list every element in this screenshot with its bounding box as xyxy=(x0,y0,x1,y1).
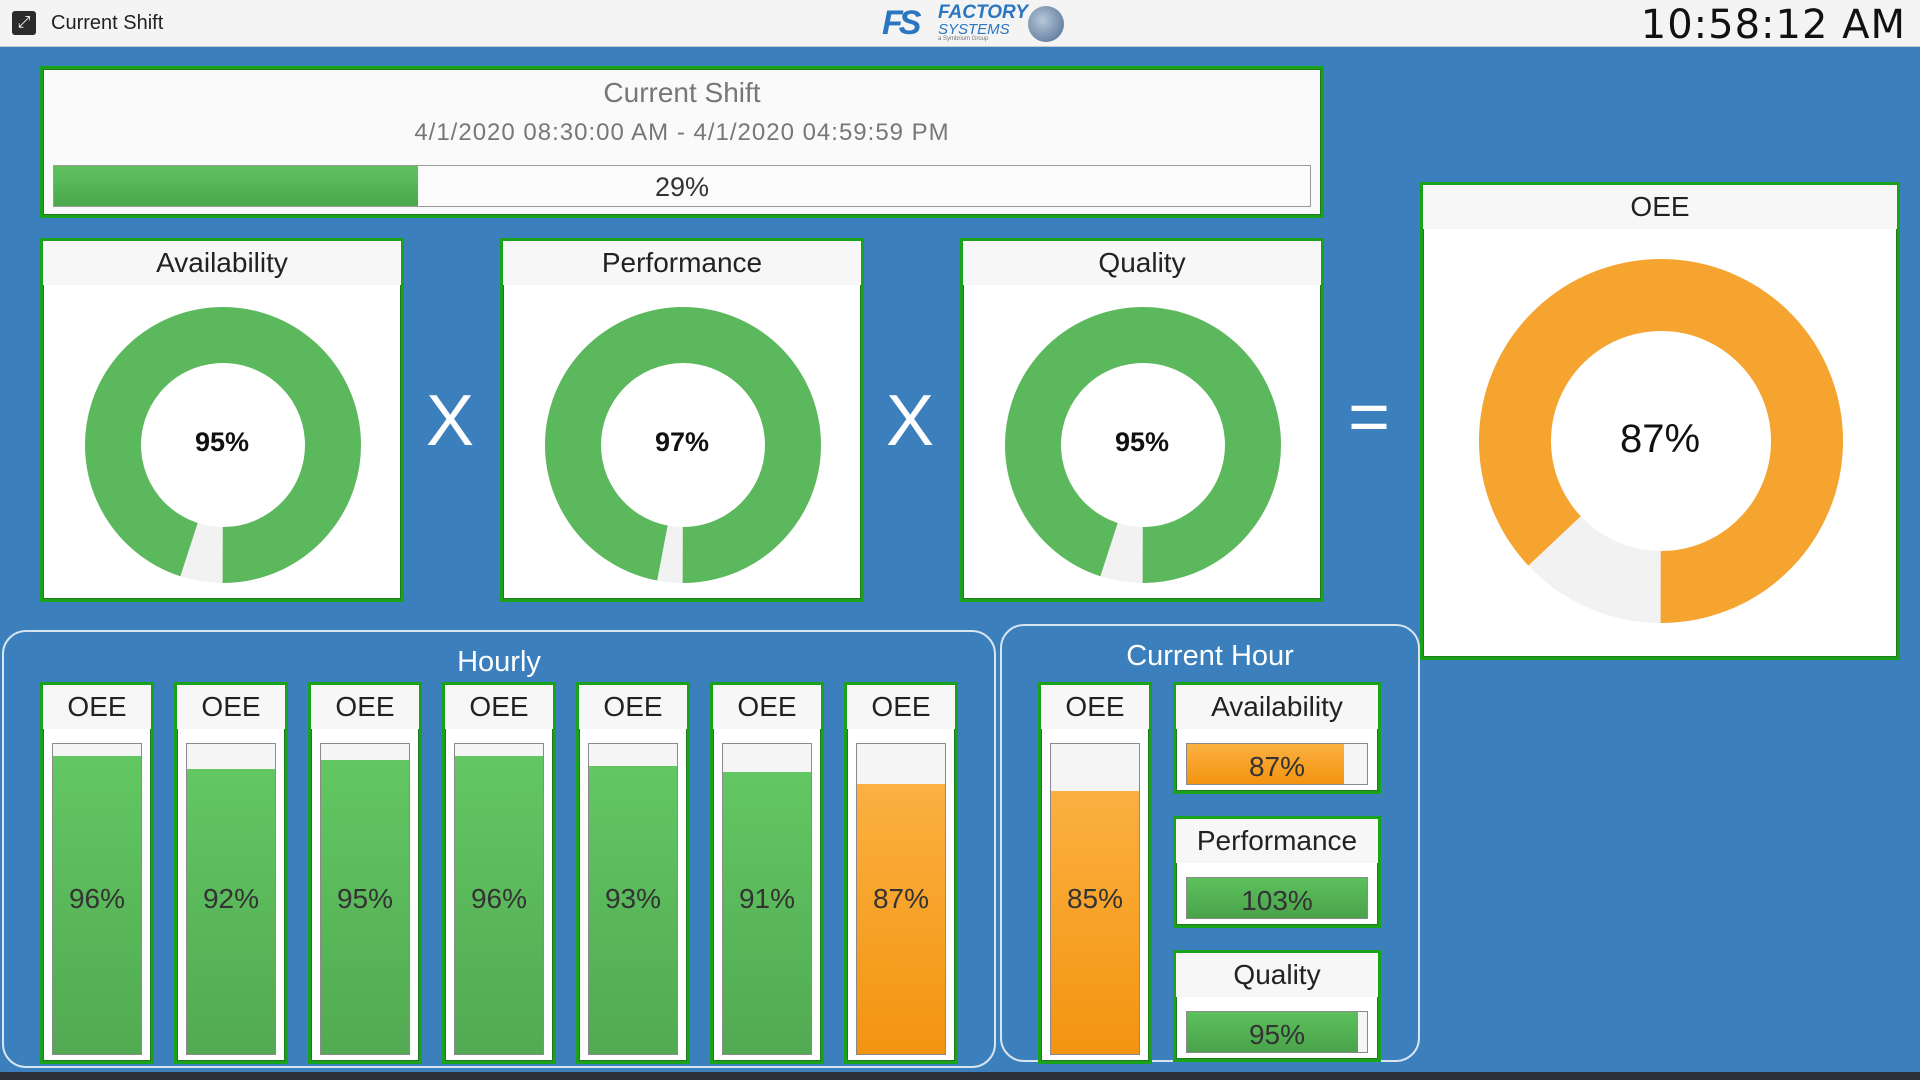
hourly-oee-bar: OEE 91% xyxy=(710,682,824,1064)
bar-title: OEE xyxy=(579,685,687,729)
metric-track: 95% xyxy=(1186,1011,1368,1053)
hourly-oee-bar: OEE 92% xyxy=(174,682,288,1064)
gauge-value: 97% xyxy=(654,427,710,457)
equals-operator: = xyxy=(1348,377,1391,457)
bar-track xyxy=(722,743,812,1055)
bar-value: 91% xyxy=(738,883,796,914)
bar-track xyxy=(588,743,678,1055)
quality-donut xyxy=(1005,307,1281,583)
bar-fill xyxy=(589,765,677,1054)
gauge-title: Quality xyxy=(963,241,1321,285)
donut-arc xyxy=(85,307,361,583)
current-hour-title: Current Hour xyxy=(1126,640,1294,672)
metric-title: Performance xyxy=(1176,819,1378,863)
bar-value: 93% xyxy=(604,883,662,914)
factory-systems-logo: FS FACTORY SYSTEMS a Symbrium Group xyxy=(882,2,1072,44)
shift-progress-label: 29% xyxy=(654,172,710,202)
shift-title: Current Shift xyxy=(603,77,761,108)
bar-title: OEE xyxy=(43,685,151,729)
bar-fill xyxy=(1051,790,1139,1054)
metric-title: Availability xyxy=(1176,685,1378,729)
logo-line2: SYSTEMS xyxy=(938,21,1010,38)
availability-gauge-card: Availability 95% xyxy=(40,238,404,602)
oee-gauge-card: OEE 87% xyxy=(1420,182,1900,660)
bar-value: 96% xyxy=(68,883,126,914)
bar-track xyxy=(320,743,410,1055)
bar-track xyxy=(1050,743,1140,1055)
availability-donut xyxy=(85,307,361,583)
bottom-strip xyxy=(0,1072,1920,1080)
fs-logo-mark: FS xyxy=(882,4,921,42)
current-hour-performance: Performance 103% xyxy=(1173,816,1381,928)
metric-value: 87% xyxy=(1248,751,1306,782)
app-icon[interactable]: ⤢ xyxy=(12,11,36,35)
globe-icon xyxy=(1028,6,1064,42)
bar-title: OEE xyxy=(311,685,419,729)
bar-title: OEE xyxy=(177,685,285,729)
bar-fill xyxy=(455,756,543,1054)
metric-fill xyxy=(1187,1012,1358,1052)
multiply-operator: X xyxy=(426,381,475,461)
shift-progress-bar: 29% xyxy=(53,165,1311,207)
shift-range: 4/1/2020 08:30:00 AM - 4/1/2020 04:59:59… xyxy=(414,119,950,146)
metric-fill xyxy=(1187,878,1367,918)
performance-donut xyxy=(545,307,821,583)
hourly-group: Hourly xyxy=(2,630,996,1068)
window-title: Current Shift xyxy=(51,12,164,34)
current-hour-oee-bar: OEE 85% xyxy=(1038,682,1152,1064)
metric-track: 87% xyxy=(1186,743,1368,785)
bar-fill xyxy=(723,771,811,1054)
bar-value: 85% xyxy=(1066,883,1124,914)
bar-track xyxy=(52,743,142,1055)
shift-progress-fill xyxy=(54,166,419,206)
gauge-title: Performance xyxy=(503,241,861,285)
bar-title: OEE xyxy=(445,685,553,729)
bar-track xyxy=(186,743,276,1055)
hourly-oee-bar: OEE 95% xyxy=(308,682,422,1064)
clock: 10:58:12 AM xyxy=(1640,2,1906,48)
bar-value: 92% xyxy=(202,883,260,914)
quality-gauge-card: Quality 95% xyxy=(960,238,1324,602)
bar-fill xyxy=(187,768,275,1054)
gauge-value: 95% xyxy=(194,427,250,457)
metric-track: 103% xyxy=(1186,877,1368,919)
bar-title: OEE xyxy=(713,685,821,729)
donut-arc xyxy=(1479,259,1843,623)
current-hour-availability: Availability 87% xyxy=(1173,682,1381,794)
metric-value: 95% xyxy=(1248,1019,1306,1050)
bar-track xyxy=(454,743,544,1055)
metric-title: Quality xyxy=(1176,953,1378,997)
hourly-oee-bar: OEE 96% xyxy=(40,682,154,1064)
hourly-oee-bar: OEE 96% xyxy=(442,682,556,1064)
title-bar: ⤢ Current Shift FS FACTORY SYSTEMS a Sym… xyxy=(0,0,1920,48)
hourly-oee-bar: OEE 87% xyxy=(844,682,958,1064)
gauge-title: Availability xyxy=(43,241,401,285)
bar-title: OEE xyxy=(847,685,955,729)
oee-title: OEE xyxy=(1423,185,1897,229)
current-shift-panel: Current Shift 4/1/2020 08:30:00 AM - 4/1… xyxy=(40,66,1324,218)
bar-fill xyxy=(857,784,945,1054)
hourly-title: Hourly xyxy=(457,646,541,678)
hourly-oee-bar: OEE 93% xyxy=(576,682,690,1064)
performance-gauge-card: Performance 97% xyxy=(500,238,864,602)
bar-fill xyxy=(53,756,141,1054)
bar-title: OEE xyxy=(1041,685,1149,729)
bar-value: 95% xyxy=(336,883,394,914)
bar-value: 96% xyxy=(470,883,528,914)
oee-value: 87% xyxy=(1619,417,1701,461)
bar-value: 87% xyxy=(872,883,930,914)
bar-fill xyxy=(321,759,409,1054)
metric-value: 103% xyxy=(1241,885,1313,916)
donut-arc xyxy=(545,307,821,583)
bar-track xyxy=(856,743,946,1055)
multiply-operator: X xyxy=(886,381,935,461)
logo-line3: a Symbrium Group xyxy=(938,36,989,42)
current-hour-quality: Quality 95% xyxy=(1173,950,1381,1062)
oee-donut xyxy=(1479,259,1843,623)
logo-line1: FACTORY xyxy=(938,2,1029,23)
gauge-value: 95% xyxy=(1114,427,1170,457)
metric-fill xyxy=(1187,744,1344,784)
